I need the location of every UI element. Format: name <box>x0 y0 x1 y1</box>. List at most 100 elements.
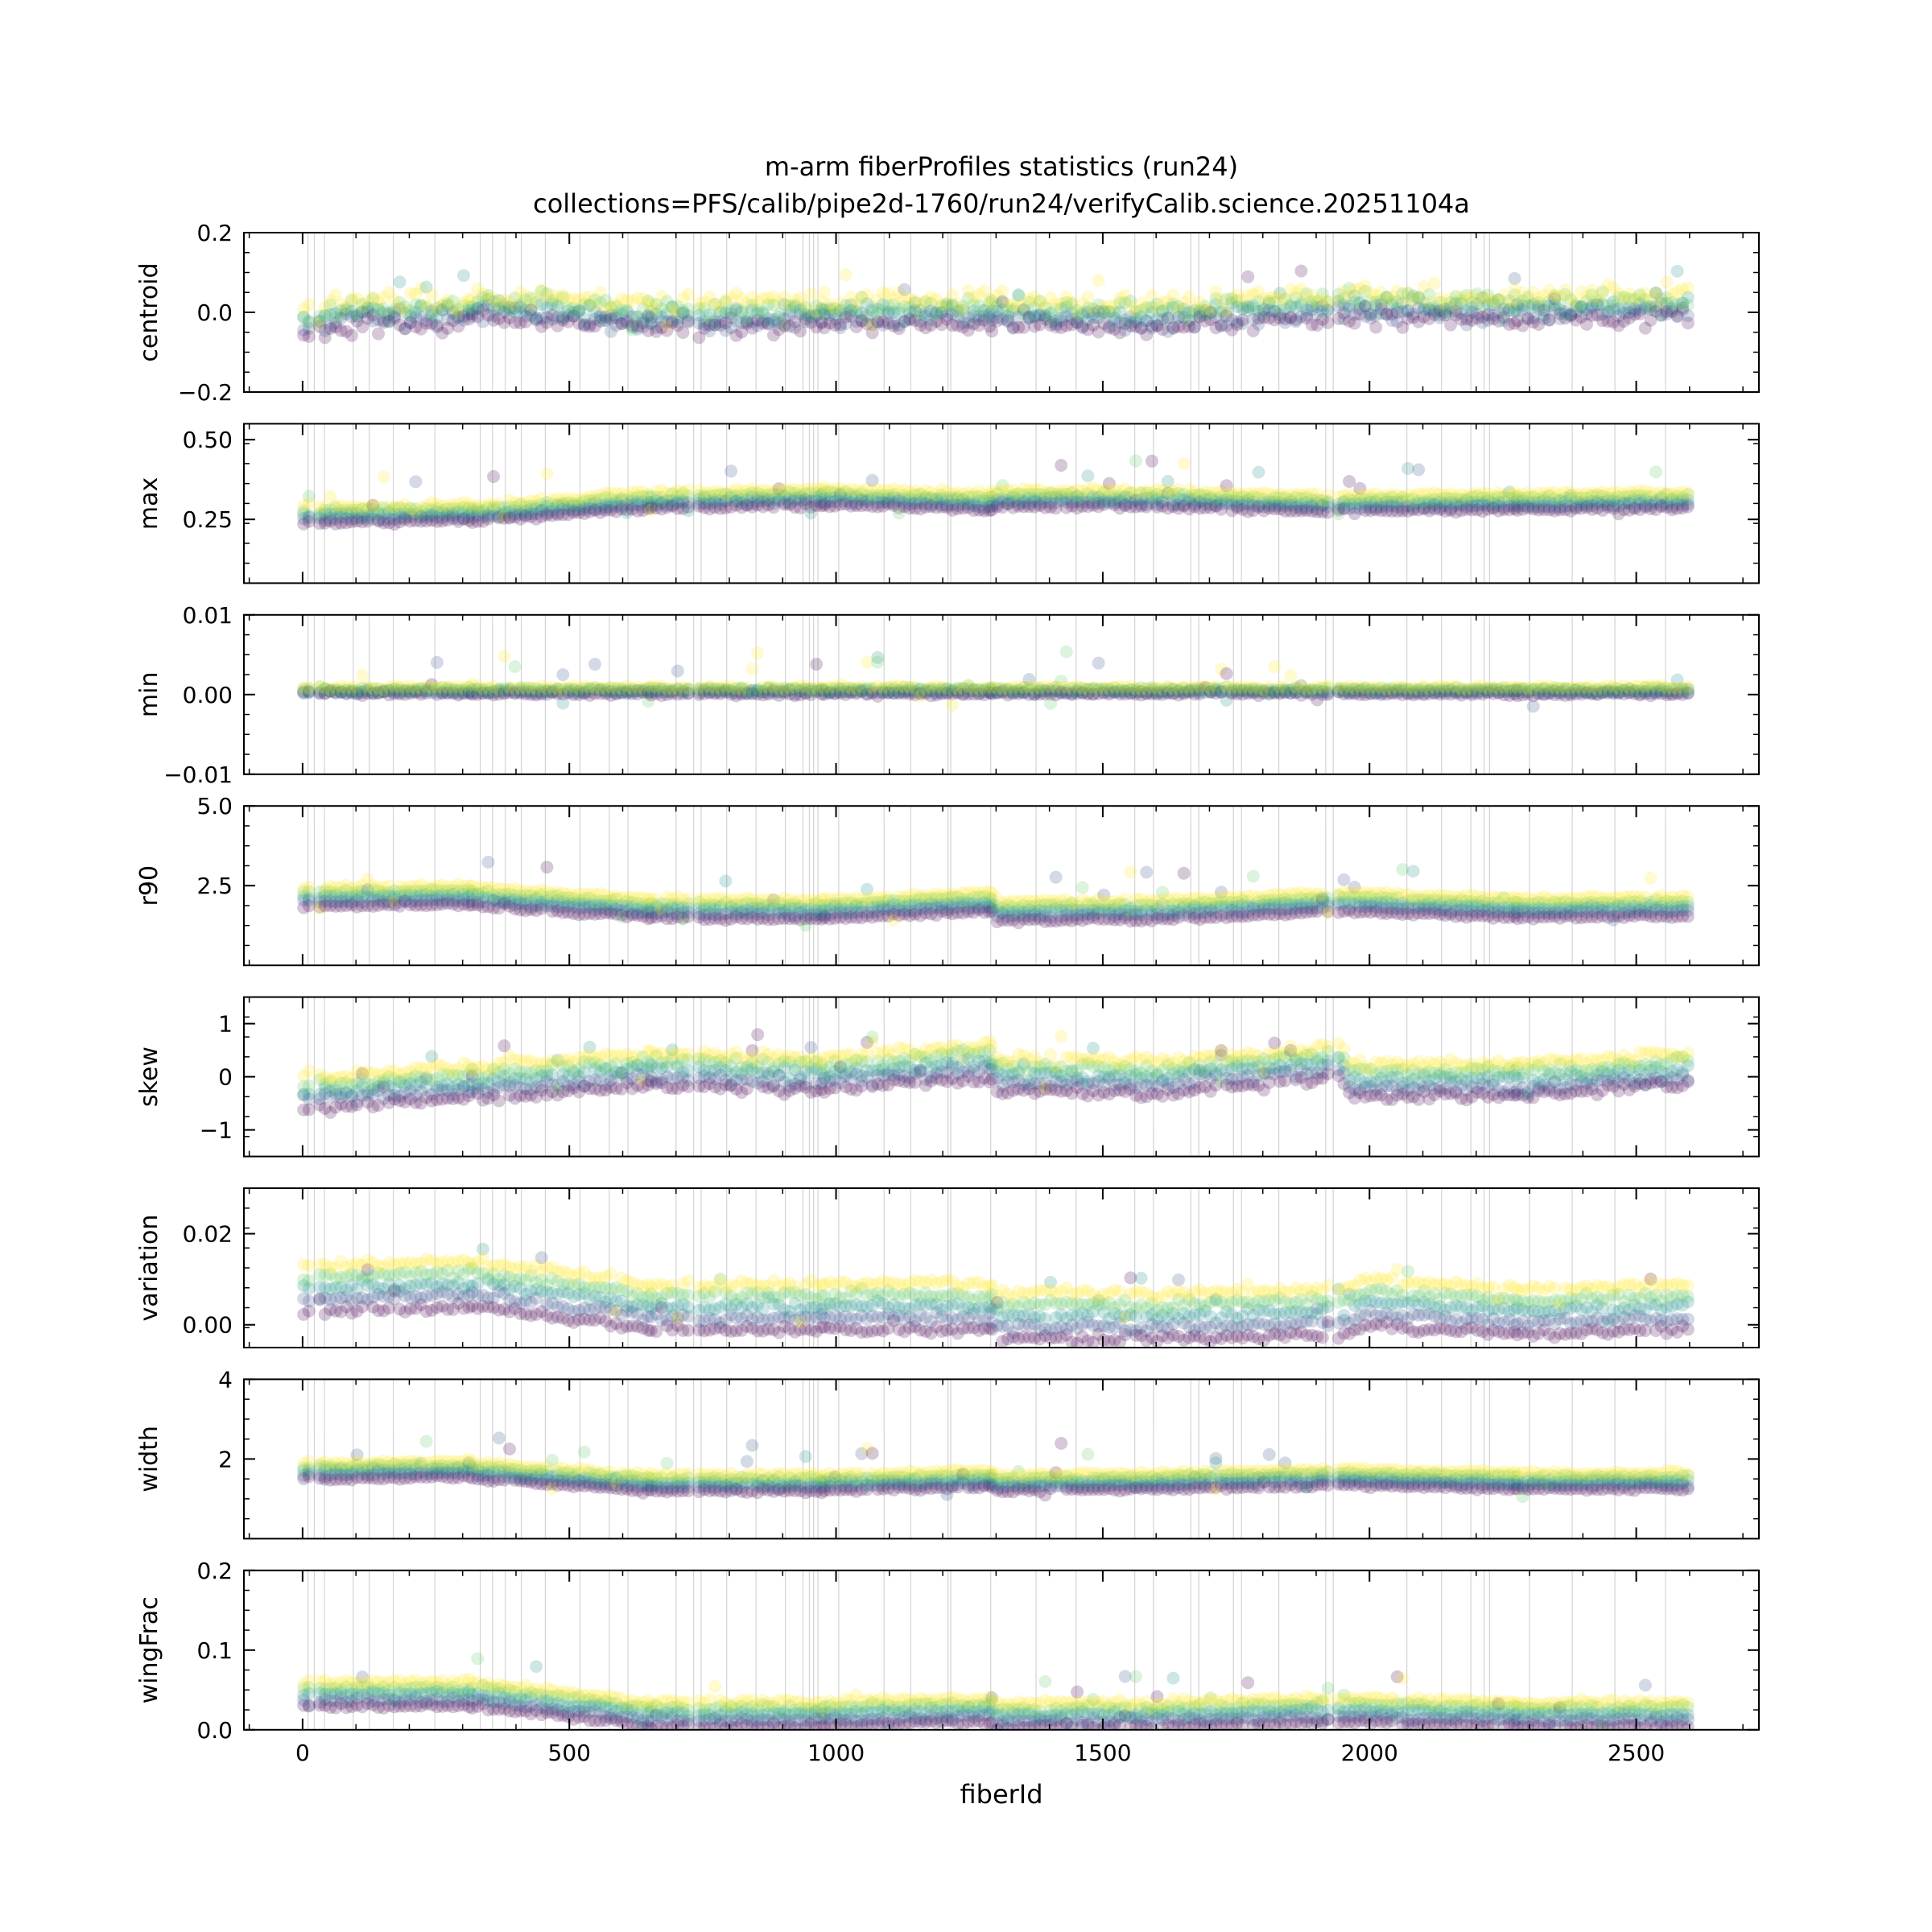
data-point <box>735 484 749 497</box>
data-point <box>703 290 716 303</box>
data-point <box>1183 320 1196 333</box>
data-point <box>865 300 879 314</box>
data-point <box>676 493 690 507</box>
data-point <box>609 308 623 322</box>
data-point <box>1649 286 1663 299</box>
data-point <box>1676 301 1690 315</box>
data-point <box>951 297 964 311</box>
data-point <box>593 311 607 324</box>
data-point <box>1209 492 1223 506</box>
data-point <box>1092 483 1105 497</box>
data-point <box>930 306 943 320</box>
data-point <box>487 295 501 308</box>
data-point <box>903 313 916 327</box>
data-point <box>1075 297 1089 311</box>
data-point <box>1140 301 1154 315</box>
data-point <box>1038 485 1052 499</box>
data-point <box>518 500 532 514</box>
data-point <box>930 493 943 506</box>
data-point <box>1071 489 1084 503</box>
data-point <box>849 484 863 497</box>
data-point <box>1113 484 1127 497</box>
data-point <box>1092 304 1105 318</box>
data-point <box>996 479 1009 493</box>
data-point <box>740 489 753 502</box>
data-point <box>430 301 444 315</box>
data-point <box>324 298 337 312</box>
data-point <box>636 320 650 334</box>
data-point <box>1225 323 1239 336</box>
data-point <box>1118 497 1132 511</box>
data-point <box>1331 287 1345 301</box>
data-point <box>1113 305 1127 319</box>
data-point <box>1273 287 1286 300</box>
data-point <box>1412 463 1426 477</box>
data-point <box>833 481 847 495</box>
data-point <box>514 297 527 311</box>
data-point <box>497 506 511 519</box>
data-point <box>415 501 427 514</box>
data-point <box>1092 325 1105 339</box>
data-point <box>703 308 716 321</box>
data-point <box>887 491 901 504</box>
data-point <box>1166 493 1180 507</box>
data-point <box>724 485 737 498</box>
plot-area-min <box>297 614 1695 774</box>
data-point <box>382 512 396 526</box>
data-point <box>508 301 522 315</box>
data-point <box>642 502 655 515</box>
data-point <box>446 502 460 515</box>
data-point <box>636 500 650 514</box>
data-point <box>871 316 885 328</box>
data-point <box>924 290 938 303</box>
data-point <box>1033 492 1046 506</box>
data-point <box>898 483 911 497</box>
data-point <box>951 498 964 512</box>
data-point <box>660 494 674 508</box>
data-point <box>977 488 991 502</box>
data-point <box>892 501 906 514</box>
data-point <box>828 312 842 326</box>
data-point <box>815 303 828 316</box>
data-point <box>329 506 342 520</box>
y-axis-label-max: max <box>135 477 163 530</box>
data-point <box>425 304 439 318</box>
plot-area-centroid <box>297 233 1695 392</box>
data-point <box>1321 303 1335 316</box>
data-point <box>719 487 733 501</box>
data-point <box>514 286 527 299</box>
data-point <box>876 493 890 506</box>
data-point <box>1097 305 1111 319</box>
data-point <box>828 308 842 321</box>
data-point <box>671 299 684 313</box>
data-point <box>990 493 1004 506</box>
data-point <box>756 483 770 497</box>
data-point <box>1542 299 1556 313</box>
data-point <box>708 489 722 502</box>
data-point <box>1644 313 1657 327</box>
data-point <box>583 502 597 515</box>
data-point <box>956 487 970 501</box>
data-point <box>366 512 380 526</box>
data-point <box>446 506 460 520</box>
data-point <box>1134 310 1148 324</box>
data-point <box>377 513 390 526</box>
y-axis-label-min: min <box>135 672 163 718</box>
data-point <box>1124 486 1137 499</box>
data-point <box>844 482 858 496</box>
data-point <box>996 312 1009 326</box>
data-point <box>403 287 417 300</box>
data-point <box>1215 494 1228 508</box>
data-point <box>446 301 460 315</box>
data-point <box>1516 294 1530 308</box>
data-point <box>1487 295 1500 309</box>
data-point <box>1108 299 1121 313</box>
data-point <box>1044 486 1057 500</box>
data-point <box>956 316 970 329</box>
data-point <box>650 490 663 504</box>
data-point <box>1459 304 1473 317</box>
data-point <box>356 501 369 514</box>
data-point <box>1215 484 1228 497</box>
data-point <box>839 492 852 506</box>
data-point <box>625 502 639 516</box>
